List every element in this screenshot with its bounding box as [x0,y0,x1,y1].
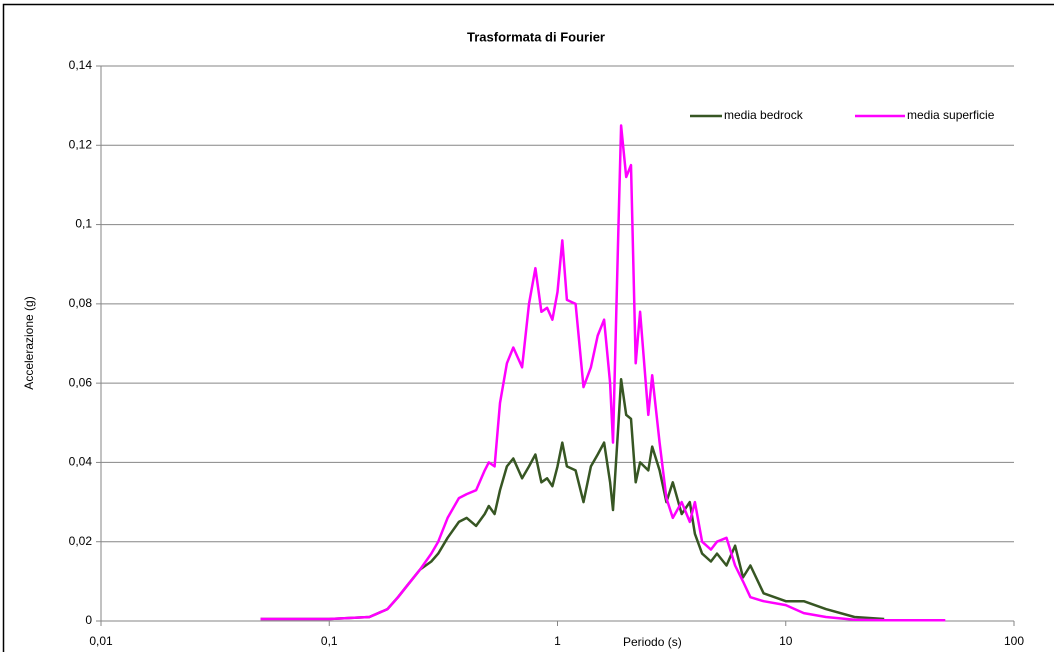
x-axis-label: Periodo (s) [623,635,682,649]
y-tick-label: 0,08 [69,296,93,310]
x-tick-label: 10 [779,634,793,648]
x-tick-label: 1 [554,634,561,648]
y-tick-label: 0,02 [69,534,93,548]
legend-label: media bedrock [724,108,804,122]
y-axis-label: Accelerazione (g) [22,296,36,389]
series-line [260,377,885,621]
x-tick-label: 0,1 [321,634,338,648]
y-tick-label: 0,12 [69,137,93,151]
y-tick-label: 0,04 [69,455,93,469]
y-tick-label: 0 [85,613,92,627]
y-tick-label: 0,06 [69,375,93,389]
x-tick-label: 100 [1004,634,1024,648]
series-line [260,124,946,622]
y-tick-label: 0,14 [69,58,93,72]
y-tick-label: 0,1 [75,217,92,231]
legend-label: media superficie [907,108,995,122]
x-tick-label: 0,01 [89,634,113,648]
chart-title: Trasformata di Fourier [467,29,605,44]
chart-frame [2,3,1054,652]
